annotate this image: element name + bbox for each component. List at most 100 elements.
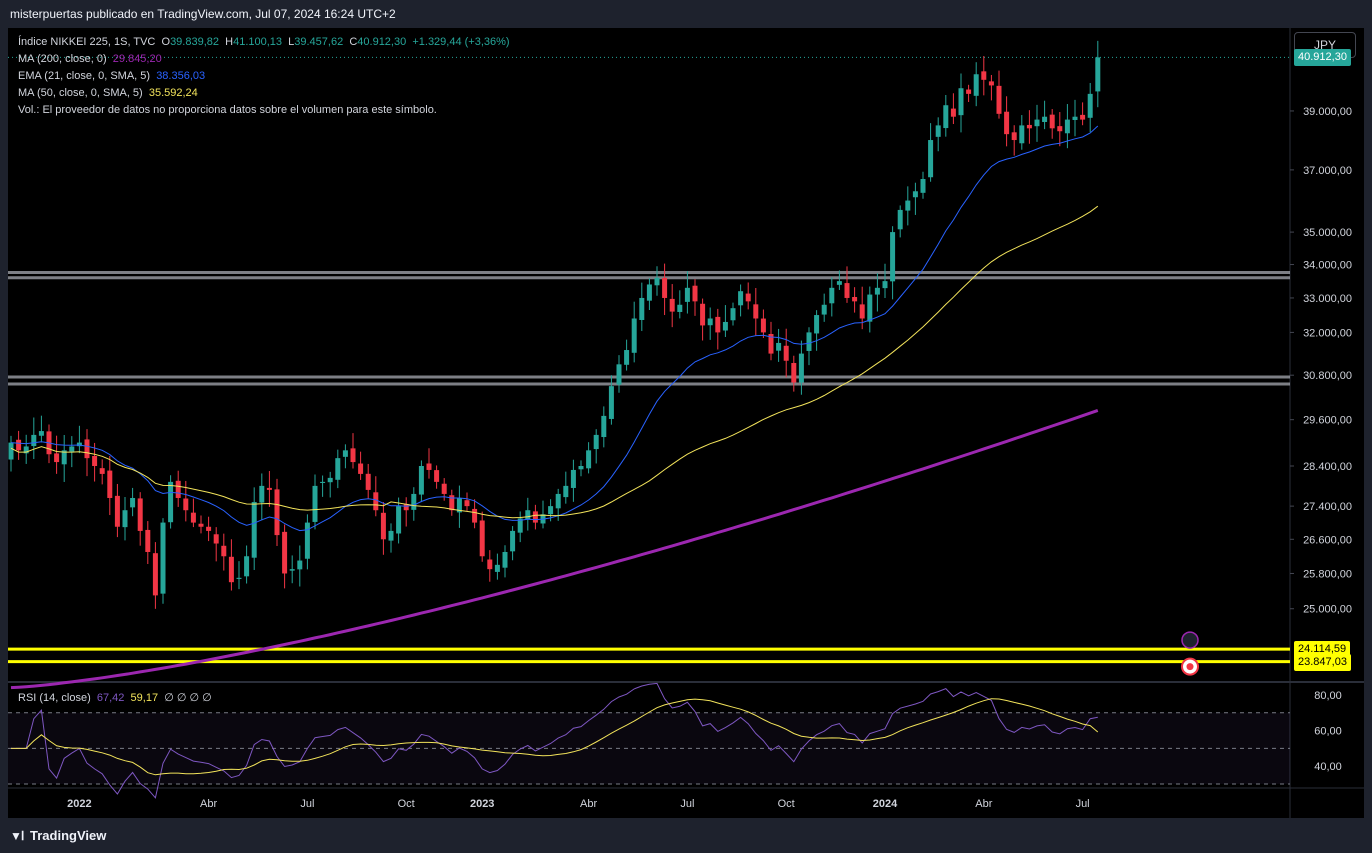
symbol-name[interactable]: Índice NIKKEI 225, 1S, TVC — [18, 36, 156, 48]
ma50-line — [10, 205, 1099, 519]
rsi-label[interactable]: RSI (14, close) — [18, 692, 91, 704]
candle-body — [168, 481, 174, 523]
candle-body — [114, 495, 120, 527]
candle-body — [304, 522, 310, 559]
candle-body — [1087, 93, 1093, 118]
candle-body — [259, 485, 265, 503]
rsi-ma-line — [11, 698, 1099, 776]
header-bar: misterpuertas publicado en TradingView.c… — [0, 0, 1372, 28]
candle-body — [859, 304, 865, 319]
candle-body — [684, 287, 690, 302]
candle-body — [905, 200, 911, 211]
price-tick-label: 25.800,00 — [1303, 568, 1352, 580]
candle-body — [145, 529, 151, 552]
candle-body — [441, 483, 447, 494]
candle-body — [426, 463, 432, 470]
ma200-line — [10, 408, 1099, 690]
candle-body — [707, 318, 713, 326]
candle-body — [190, 512, 196, 523]
candle-body — [852, 297, 858, 302]
candle-body — [502, 551, 508, 568]
candle-body — [958, 88, 964, 116]
candle-body — [282, 531, 288, 574]
alert-icon — [1181, 631, 1199, 649]
candle-body — [798, 353, 804, 383]
candle-body — [373, 492, 379, 511]
ma50-label[interactable]: MA (50, close, 0, SMA, 5) — [18, 87, 143, 99]
candle-body — [84, 439, 90, 459]
price-tick-label: 30.800,00 — [1303, 370, 1352, 382]
price-tick-label: 28.400,00 — [1303, 461, 1352, 473]
candle-body — [836, 281, 842, 285]
low-label: L — [288, 36, 295, 48]
candle-body — [388, 530, 394, 541]
record-icon-dot — [1186, 663, 1194, 671]
candle-body — [525, 510, 531, 520]
tradingview-logo[interactable]: ▼Ⅰ TradingView — [10, 828, 106, 843]
chart-container[interactable]: 39.000,00 37.000,00 35.000,00 34.000,00 33.0… — [8, 28, 1364, 818]
candle-body — [1072, 116, 1078, 120]
candle-body — [380, 512, 386, 540]
candle-body — [16, 439, 22, 451]
price-tick-label: 29.600,00 — [1303, 415, 1352, 427]
candle-body — [365, 473, 371, 490]
candle-body — [981, 71, 987, 80]
candle-body — [943, 105, 949, 129]
candle-body — [662, 277, 668, 298]
candle-body — [54, 453, 60, 463]
candle-body — [950, 108, 956, 117]
candle-body — [8, 442, 14, 460]
candle-body — [1042, 116, 1048, 122]
chart-canvas[interactable]: 39.000,00 37.000,00 35.000,00 34.000,00 33.0… — [8, 28, 1364, 818]
level-price-label: 23.847,03 — [1294, 653, 1351, 671]
candle-body — [776, 342, 782, 351]
ema21-label[interactable]: EMA (21, close, 0, SMA, 5) — [18, 70, 151, 82]
candle-body — [844, 283, 850, 298]
price-tick-label: 37.000,00 — [1303, 165, 1352, 177]
price-tick-label: 39.000,00 — [1303, 106, 1352, 118]
candle-body — [783, 345, 789, 361]
candle-body — [601, 415, 607, 438]
time-tick-label: 2023 — [470, 798, 494, 810]
time-tick-label: 2024 — [873, 798, 898, 810]
candle-body — [1049, 114, 1055, 129]
candle-body — [130, 497, 136, 508]
rsi-value: 67,42 — [96, 692, 125, 704]
time-tick-label: 2022 — [67, 798, 91, 810]
ma200-label[interactable]: MA (200, close, 0) — [18, 53, 107, 65]
candle-body — [342, 450, 348, 457]
candle-body — [677, 304, 683, 312]
candle-body — [745, 293, 751, 302]
rsi-tick-label: 40,00 — [1314, 761, 1342, 773]
candle-body — [912, 191, 918, 198]
candle-body — [631, 318, 637, 353]
tradingview-logo-text: TradingView — [30, 828, 107, 843]
candle-body — [434, 470, 440, 482]
open-label: O — [161, 36, 171, 48]
candle-body — [1019, 125, 1025, 144]
price-tick-label: 27.400,00 — [1303, 501, 1352, 513]
candle-body — [1026, 124, 1032, 129]
candle-body — [555, 493, 561, 509]
candle-body — [396, 506, 402, 534]
footer-bar: ▼Ⅰ TradingView — [0, 818, 1372, 853]
candle-body — [867, 294, 873, 322]
candle-body — [768, 333, 774, 354]
candle-body — [403, 504, 409, 511]
candle-body — [449, 495, 455, 511]
candle-body — [320, 481, 326, 483]
candle-body — [593, 434, 599, 450]
candle-body — [517, 518, 523, 533]
close-label: C — [349, 36, 358, 48]
candle-body — [935, 125, 941, 137]
candle-body — [973, 74, 979, 96]
candle-body — [213, 534, 219, 544]
price-tick-label: 32.000,00 — [1303, 327, 1352, 339]
candle-body — [69, 446, 75, 452]
candle-body — [251, 502, 257, 558]
candle-body — [548, 506, 554, 515]
candle-body — [464, 500, 470, 507]
close-value: 40.912,30 — [357, 36, 407, 48]
candle-body — [1095, 57, 1101, 92]
price-tick-label: 26.600,00 — [1303, 534, 1352, 546]
